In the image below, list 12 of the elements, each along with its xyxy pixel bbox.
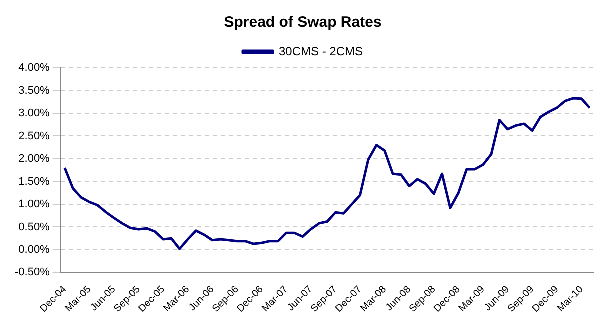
y-tick-label: 0.50%	[18, 221, 50, 234]
y-tick-label: 2.00%	[18, 153, 50, 166]
legend-label: 30CMS - 2CMS	[278, 44, 364, 58]
y-tick-label: -0.50%	[14, 266, 50, 279]
y-tick-label: 1.50%	[18, 176, 50, 188]
y-tick-label: 3.00%	[18, 108, 50, 120]
y-tick-label: 1.00%	[18, 198, 50, 211]
y-tick-label: 3.50%	[18, 84, 50, 97]
chart-title: Spread of Swap Rates	[224, 14, 382, 32]
y-tick-label: 0.00%	[18, 244, 50, 256]
y-tick-label: 2.50%	[18, 130, 50, 142]
y-tick-label: 4.00%	[18, 62, 50, 74]
